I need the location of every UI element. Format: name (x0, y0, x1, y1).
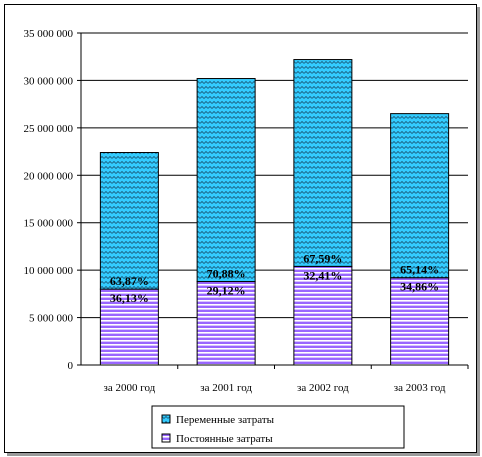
bar-variable-costs (293, 59, 353, 267)
bar-fixed-costs (390, 277, 450, 366)
data-label-variable: 70,88% (207, 267, 246, 281)
y-tick-label: 10 000 000 (24, 265, 74, 277)
legend-box (151, 405, 405, 449)
bar-fixed-costs (196, 281, 256, 366)
legend: Переменные затраты Постоянные затраты (151, 405, 405, 449)
bar-variable-costs (390, 113, 450, 279)
y-tick-label: 0 (68, 360, 74, 372)
bar-variable-costs (99, 152, 159, 290)
y-tick-label: 25 000 000 (24, 123, 74, 135)
x-tick-label: за 2001 год (200, 382, 252, 394)
bar-variable-costs (196, 78, 256, 283)
legend-swatch (161, 433, 171, 443)
legend-swatch (161, 414, 171, 424)
x-tick-label: за 2002 год (297, 382, 349, 394)
y-tick-label: 30 000 000 (24, 75, 74, 87)
legend-label: Переменные затраты (176, 414, 275, 426)
bar-fixed-costs (293, 265, 353, 366)
data-label-fixed: 36,13% (110, 291, 149, 305)
x-axis-labels: за 2000 год за 2001 год за 2002 год за 2003… (104, 382, 446, 394)
data-label-variable: 63,87% (110, 274, 149, 288)
legend-label: Постоянные затраты (176, 433, 273, 445)
y-tick-label: 15 000 000 (24, 218, 74, 230)
x-tick-label: за 2000 год (104, 382, 156, 394)
y-axis: 0 5 000 000 10 000 000 15 000 000 20 000 000… (24, 28, 469, 372)
y-tick-label: 5 000 000 (29, 313, 74, 325)
y-tick-label: 35 000 000 (24, 28, 74, 40)
x-tick-label: за 2003 год (394, 382, 446, 394)
data-label-fixed: 32,41% (303, 268, 342, 282)
data-label-variable: 65,14% (400, 263, 439, 277)
data-label-fixed: 34,86% (400, 280, 439, 294)
y-tick-label: 20 000 000 (24, 170, 74, 182)
bar-fixed-costs (99, 288, 159, 366)
data-label-fixed: 29,12% (207, 284, 246, 298)
data-labels: 36,13% 63,87% 29,12% 70,88% 32,41% 67,59% 34,8… (110, 251, 439, 305)
bars (99, 59, 450, 366)
data-label-variable: 67,59% (303, 251, 342, 265)
